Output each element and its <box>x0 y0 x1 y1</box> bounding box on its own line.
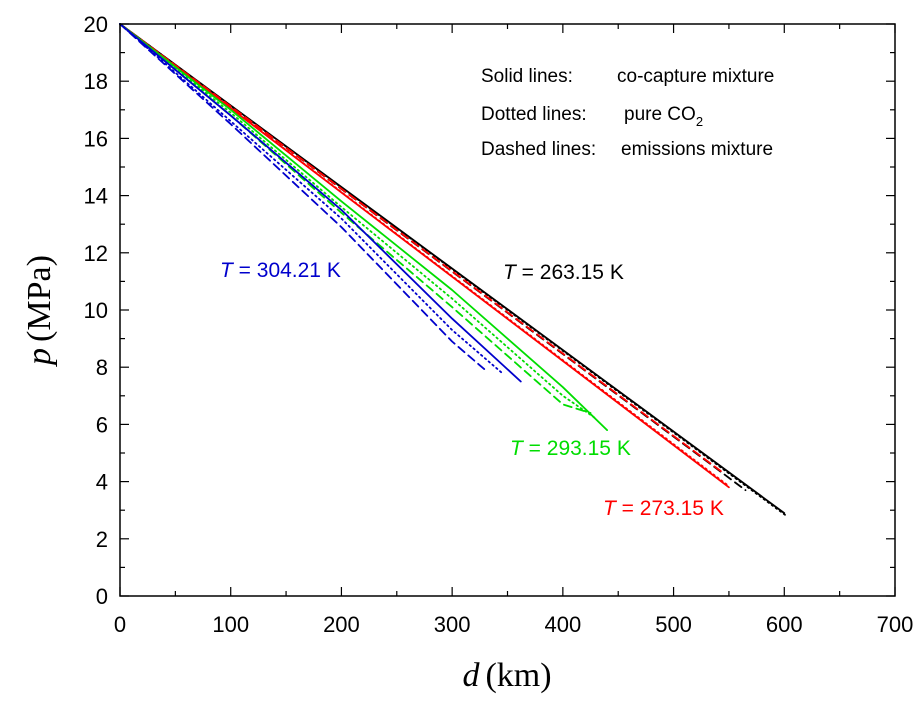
x-tick-label: 0 <box>114 612 126 637</box>
note-solid-desc: co-capture mixture <box>617 66 774 87</box>
x-axis-symbol: d <box>462 657 480 694</box>
note-dotted-desc-main: pure CO <box>624 104 696 125</box>
series-3-dashed-line <box>119 23 487 372</box>
note-dotted-desc: pure CO2 <box>624 104 703 129</box>
y-axis-unit: (MPa) <box>21 255 58 342</box>
series-2-dotted-line <box>119 23 597 420</box>
axis-ticks <box>119 23 896 597</box>
x-tick-label: 100 <box>212 612 249 637</box>
note-solid-key: Solid lines: <box>481 66 573 87</box>
y-tick-label: 20 <box>84 12 108 37</box>
x-tick-label: 400 <box>544 612 581 637</box>
y-tick-labels: 0 2 4 6 8 10 12 14 16 18 20 <box>84 12 108 609</box>
series-lines <box>119 23 788 517</box>
y-tick-label: 12 <box>84 241 108 266</box>
x-axis-unit: (km) <box>485 657 551 694</box>
note-dotted-key: Dotted lines: <box>481 104 587 125</box>
x-tick-label: 300 <box>434 612 471 637</box>
x-tick-label: 700 <box>877 612 914 637</box>
note-dashed-desc: emissions mixture <box>621 139 773 160</box>
series-2-label: T = 293.15 K <box>510 437 631 460</box>
series-0-label: T = 263.15 K <box>503 261 624 284</box>
series-3-dotted-line <box>119 23 503 374</box>
x-tick-label: 600 <box>766 612 803 637</box>
series-1-solid-line <box>119 23 730 489</box>
y-tick-label: 14 <box>84 184 108 209</box>
series-2-solid-line <box>119 23 608 432</box>
y-axis-symbol: p <box>21 348 58 367</box>
note-dotted-desc-sub: 2 <box>696 114 703 129</box>
y-tick-label: 8 <box>96 355 108 380</box>
y-tick-label: 2 <box>96 527 108 552</box>
series-3-solid-line <box>119 23 522 383</box>
series-3-label: T = 304.21 K <box>220 259 341 282</box>
series-labels: T = 263.15 K T = 273.15 K T = 293.15 K T = … <box>220 259 724 520</box>
x-axis-title: d (km) <box>462 657 551 694</box>
y-tick-label: 18 <box>84 69 108 94</box>
y-axis-title: p (MPa) <box>21 255 58 367</box>
line-style-notes: Solid lines: co-capture mixture Dotted l… <box>481 66 774 160</box>
x-tick-labels: 0 100 200 300 400 500 600 700 <box>114 612 913 637</box>
x-tick-label: 200 <box>323 612 360 637</box>
y-tick-label: 16 <box>84 126 108 151</box>
series-1-dashed-line <box>119 23 725 474</box>
y-tick-label: 0 <box>96 584 108 609</box>
y-tick-label: 10 <box>84 298 108 323</box>
x-tick-label: 500 <box>655 612 692 637</box>
note-dashed-key: Dashed lines: <box>481 139 596 160</box>
series-1-label: T = 273.15 K <box>603 497 724 520</box>
y-tick-label: 6 <box>96 412 108 437</box>
y-tick-label: 4 <box>96 470 108 495</box>
